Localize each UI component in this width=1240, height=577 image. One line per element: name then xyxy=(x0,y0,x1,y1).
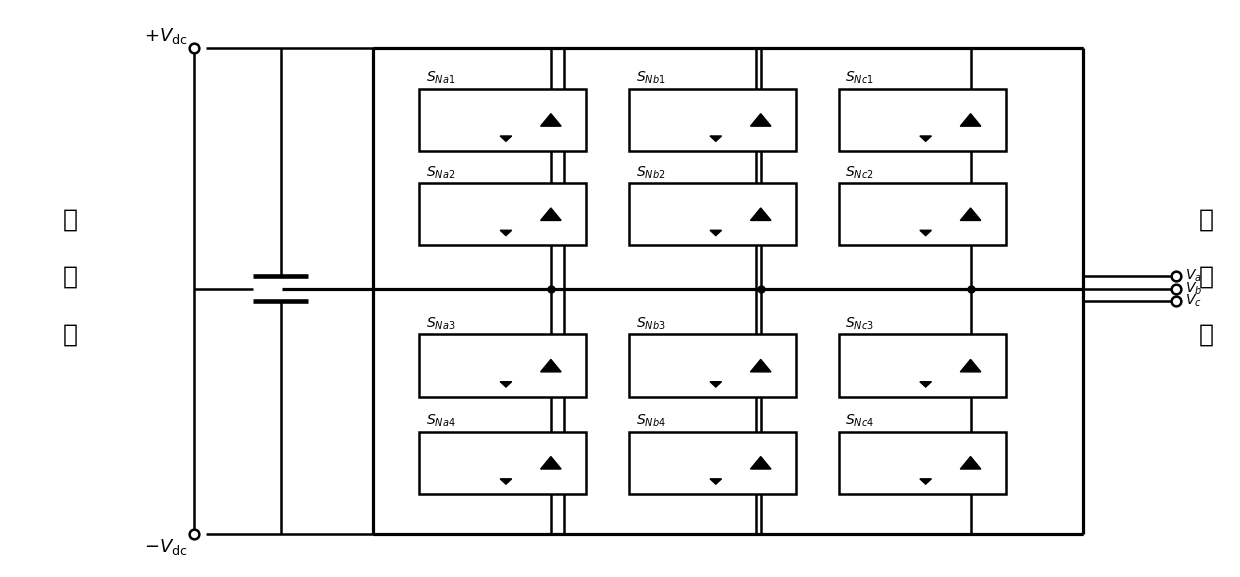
Text: 侧: 侧 xyxy=(63,322,78,346)
Text: 交: 交 xyxy=(1199,208,1214,232)
Text: $S_{Nb2}$: $S_{Nb2}$ xyxy=(636,164,665,181)
Text: $S_{Nb4}$: $S_{Nb4}$ xyxy=(636,413,666,429)
Text: 流: 流 xyxy=(63,265,78,289)
Text: $S_{Na1}$: $S_{Na1}$ xyxy=(425,70,455,87)
Bar xyxy=(419,89,587,151)
Text: $S_{Nb3}$: $S_{Nb3}$ xyxy=(636,316,665,332)
Bar xyxy=(839,183,1006,245)
Text: $-V_{\mathrm{dc}}$: $-V_{\mathrm{dc}}$ xyxy=(144,537,188,557)
Polygon shape xyxy=(541,114,562,126)
Polygon shape xyxy=(711,479,722,484)
Bar xyxy=(629,89,796,151)
Polygon shape xyxy=(920,479,931,484)
Polygon shape xyxy=(960,114,981,126)
Bar xyxy=(629,432,796,494)
Polygon shape xyxy=(960,359,981,372)
Text: 直: 直 xyxy=(63,208,78,232)
Text: $V_a$: $V_a$ xyxy=(1185,268,1203,284)
Polygon shape xyxy=(750,456,771,469)
Text: $V_c$: $V_c$ xyxy=(1185,293,1202,309)
Bar xyxy=(839,432,1006,494)
Polygon shape xyxy=(500,479,512,484)
Text: $S_{Nb1}$: $S_{Nb1}$ xyxy=(636,70,665,87)
Text: 流: 流 xyxy=(1199,265,1214,289)
Polygon shape xyxy=(541,456,562,469)
Polygon shape xyxy=(500,136,512,141)
Polygon shape xyxy=(960,456,981,469)
Polygon shape xyxy=(711,136,722,141)
Text: $S_{Nc1}$: $S_{Nc1}$ xyxy=(846,70,874,87)
Bar xyxy=(629,183,796,245)
Text: $S_{Na4}$: $S_{Na4}$ xyxy=(425,413,455,429)
Bar xyxy=(839,335,1006,397)
Text: $S_{Na2}$: $S_{Na2}$ xyxy=(425,164,455,181)
Bar xyxy=(629,335,796,397)
Polygon shape xyxy=(711,230,722,235)
Bar xyxy=(419,432,587,494)
Polygon shape xyxy=(960,208,981,220)
Text: $S_{Nc4}$: $S_{Nc4}$ xyxy=(846,413,874,429)
Bar xyxy=(419,183,587,245)
Text: $S_{Na3}$: $S_{Na3}$ xyxy=(425,316,455,332)
Polygon shape xyxy=(920,382,931,387)
Text: $S_{Nc2}$: $S_{Nc2}$ xyxy=(846,164,874,181)
Polygon shape xyxy=(500,230,512,235)
Polygon shape xyxy=(750,208,771,220)
Bar xyxy=(419,335,587,397)
Polygon shape xyxy=(920,230,931,235)
Polygon shape xyxy=(920,136,931,141)
Text: $+V_{\mathrm{dc}}$: $+V_{\mathrm{dc}}$ xyxy=(144,25,188,46)
Polygon shape xyxy=(541,359,562,372)
Text: $V_b$: $V_b$ xyxy=(1185,280,1203,297)
Polygon shape xyxy=(500,382,512,387)
Polygon shape xyxy=(541,208,562,220)
Polygon shape xyxy=(750,359,771,372)
Bar xyxy=(839,89,1006,151)
Text: 侧: 侧 xyxy=(1199,322,1214,346)
Polygon shape xyxy=(711,382,722,387)
Polygon shape xyxy=(750,114,771,126)
Text: $S_{Nc3}$: $S_{Nc3}$ xyxy=(846,316,874,332)
